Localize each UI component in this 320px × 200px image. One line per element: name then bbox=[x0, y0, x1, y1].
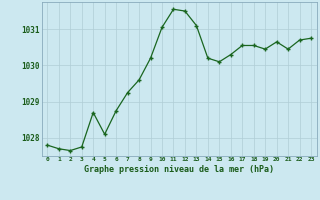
X-axis label: Graphe pression niveau de la mer (hPa): Graphe pression niveau de la mer (hPa) bbox=[84, 165, 274, 174]
